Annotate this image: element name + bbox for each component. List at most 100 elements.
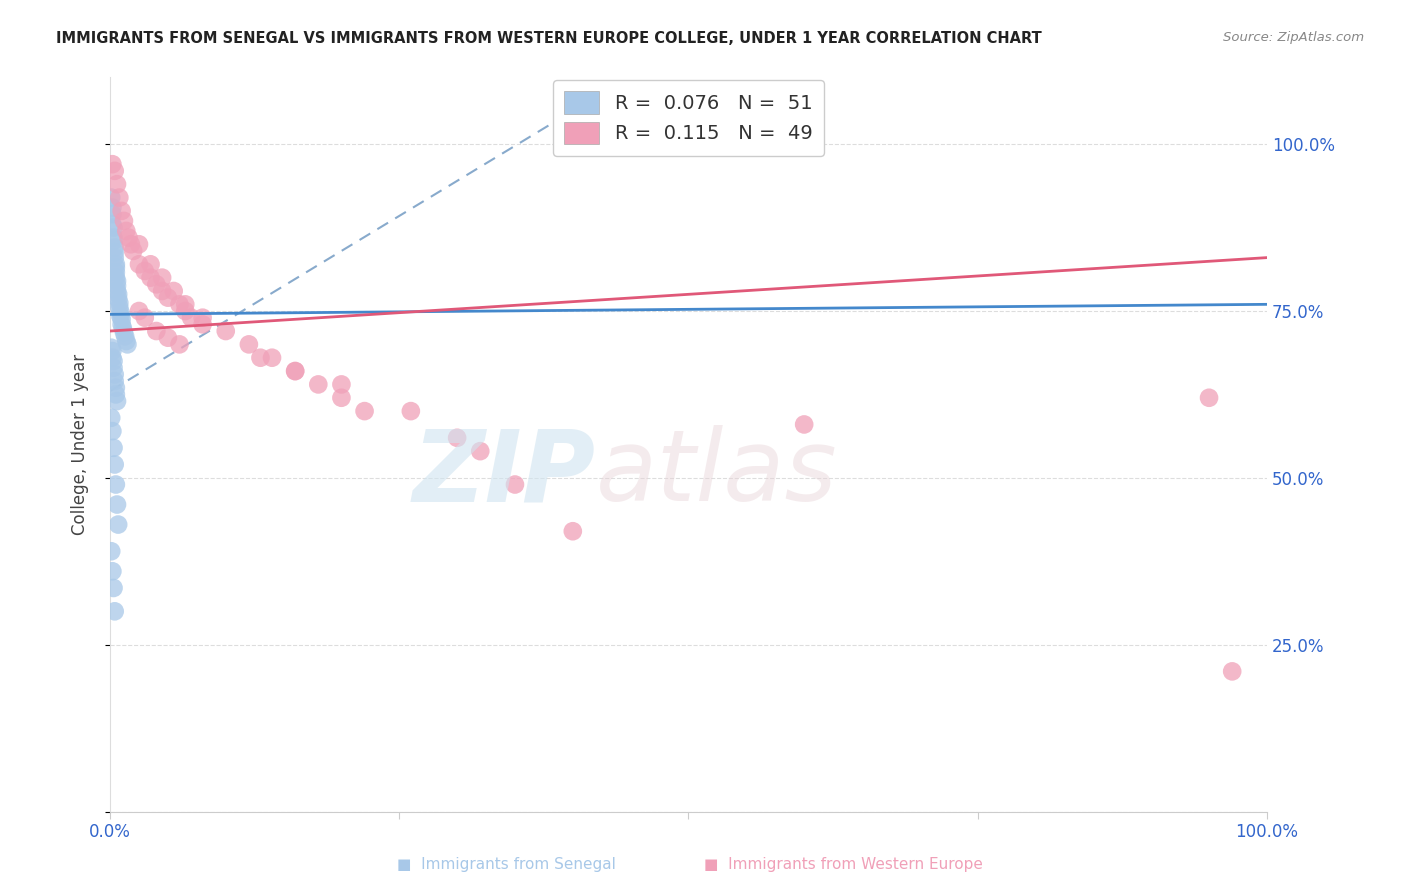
Point (117, 230, 139, 244)
Point (399, 404, 422, 418)
Point (100, 341, 122, 355)
Point (1198, 391, 1220, 405)
Point (284, 364, 307, 378)
Point (446, 431, 468, 445)
Text: Source: ZipAtlas.com: Source: ZipAtlas.com (1223, 31, 1364, 45)
Point (150, 284, 173, 298)
Point (503, 477, 526, 491)
Point (104, 257, 127, 271)
Point (104, 477, 127, 491)
Point (108, 296, 131, 310)
Point (103, 220, 125, 235)
Point (191, 318, 214, 332)
Point (103, 441, 125, 455)
Point (249, 351, 271, 365)
Point (115, 224, 138, 238)
Point (101, 424, 124, 438)
Point (156, 331, 179, 345)
Text: atlas: atlas (596, 425, 838, 523)
Point (1220, 665, 1243, 679)
Point (134, 310, 156, 325)
Point (105, 394, 128, 409)
Point (104, 387, 127, 401)
Point (104, 374, 127, 388)
Point (561, 524, 583, 539)
Point (156, 291, 179, 305)
Point (100, 544, 122, 558)
Legend: R =  0.076   N =  51, R =  0.115   N =  49: R = 0.076 N = 51, R = 0.115 N = 49 (553, 79, 824, 156)
Point (103, 581, 125, 595)
Point (163, 284, 186, 298)
Point (101, 217, 124, 231)
Point (120, 237, 142, 252)
Point (108, 301, 131, 315)
Point (101, 351, 124, 365)
Point (104, 270, 127, 285)
Point (139, 270, 162, 285)
Point (107, 292, 129, 306)
Point (104, 381, 127, 395)
Point (353, 404, 375, 418)
Point (150, 270, 173, 285)
Point (105, 498, 128, 512)
Point (104, 604, 127, 618)
Point (110, 310, 132, 324)
Point (111, 312, 134, 326)
Point (104, 164, 127, 178)
Point (101, 201, 124, 215)
Point (110, 305, 132, 319)
Point (111, 203, 134, 218)
Point (169, 337, 191, 351)
Point (128, 237, 150, 252)
Point (101, 207, 124, 221)
Point (180, 310, 202, 325)
Point (260, 351, 283, 365)
Point (128, 257, 150, 271)
Point (100, 190, 122, 204)
Point (111, 320, 134, 334)
Point (107, 517, 129, 532)
Point (145, 324, 167, 338)
Point (330, 391, 353, 405)
Point (134, 264, 156, 278)
Point (103, 360, 125, 375)
Point (103, 230, 125, 244)
Point (101, 344, 124, 359)
Point (169, 297, 191, 311)
Text: ■  Immigrants from Western Europe: ■ Immigrants from Western Europe (704, 857, 983, 872)
Text: IMMIGRANTS FROM SENEGAL VS IMMIGRANTS FROM WESTERN EUROPE COLLEGE, UNDER 1 YEAR : IMMIGRANTS FROM SENEGAL VS IMMIGRANTS FR… (56, 31, 1042, 46)
Point (174, 297, 197, 311)
Point (330, 377, 353, 392)
Point (105, 178, 128, 192)
Point (215, 324, 238, 338)
Text: ■  Immigrants from Senegal: ■ Immigrants from Senegal (396, 857, 616, 872)
Point (104, 241, 127, 255)
Y-axis label: College, Under 1 year: College, Under 1 year (72, 354, 89, 535)
Point (238, 337, 260, 351)
Point (101, 157, 124, 171)
Point (104, 245, 127, 260)
Point (105, 278, 128, 293)
Point (104, 265, 127, 279)
Point (117, 337, 139, 351)
Point (114, 329, 136, 343)
Point (100, 410, 122, 425)
Point (103, 354, 125, 368)
Point (128, 304, 150, 318)
Point (115, 334, 138, 348)
Point (122, 244, 145, 258)
Point (104, 251, 127, 265)
Point (104, 368, 127, 382)
Point (139, 257, 162, 271)
Point (103, 234, 125, 248)
Point (307, 377, 329, 392)
Point (191, 310, 214, 325)
Point (104, 260, 127, 275)
Point (108, 190, 131, 204)
Point (112, 326, 135, 340)
Text: ZIP: ZIP (413, 425, 596, 523)
Point (104, 458, 127, 472)
Point (793, 417, 815, 432)
Point (284, 364, 307, 378)
Point (107, 287, 129, 301)
